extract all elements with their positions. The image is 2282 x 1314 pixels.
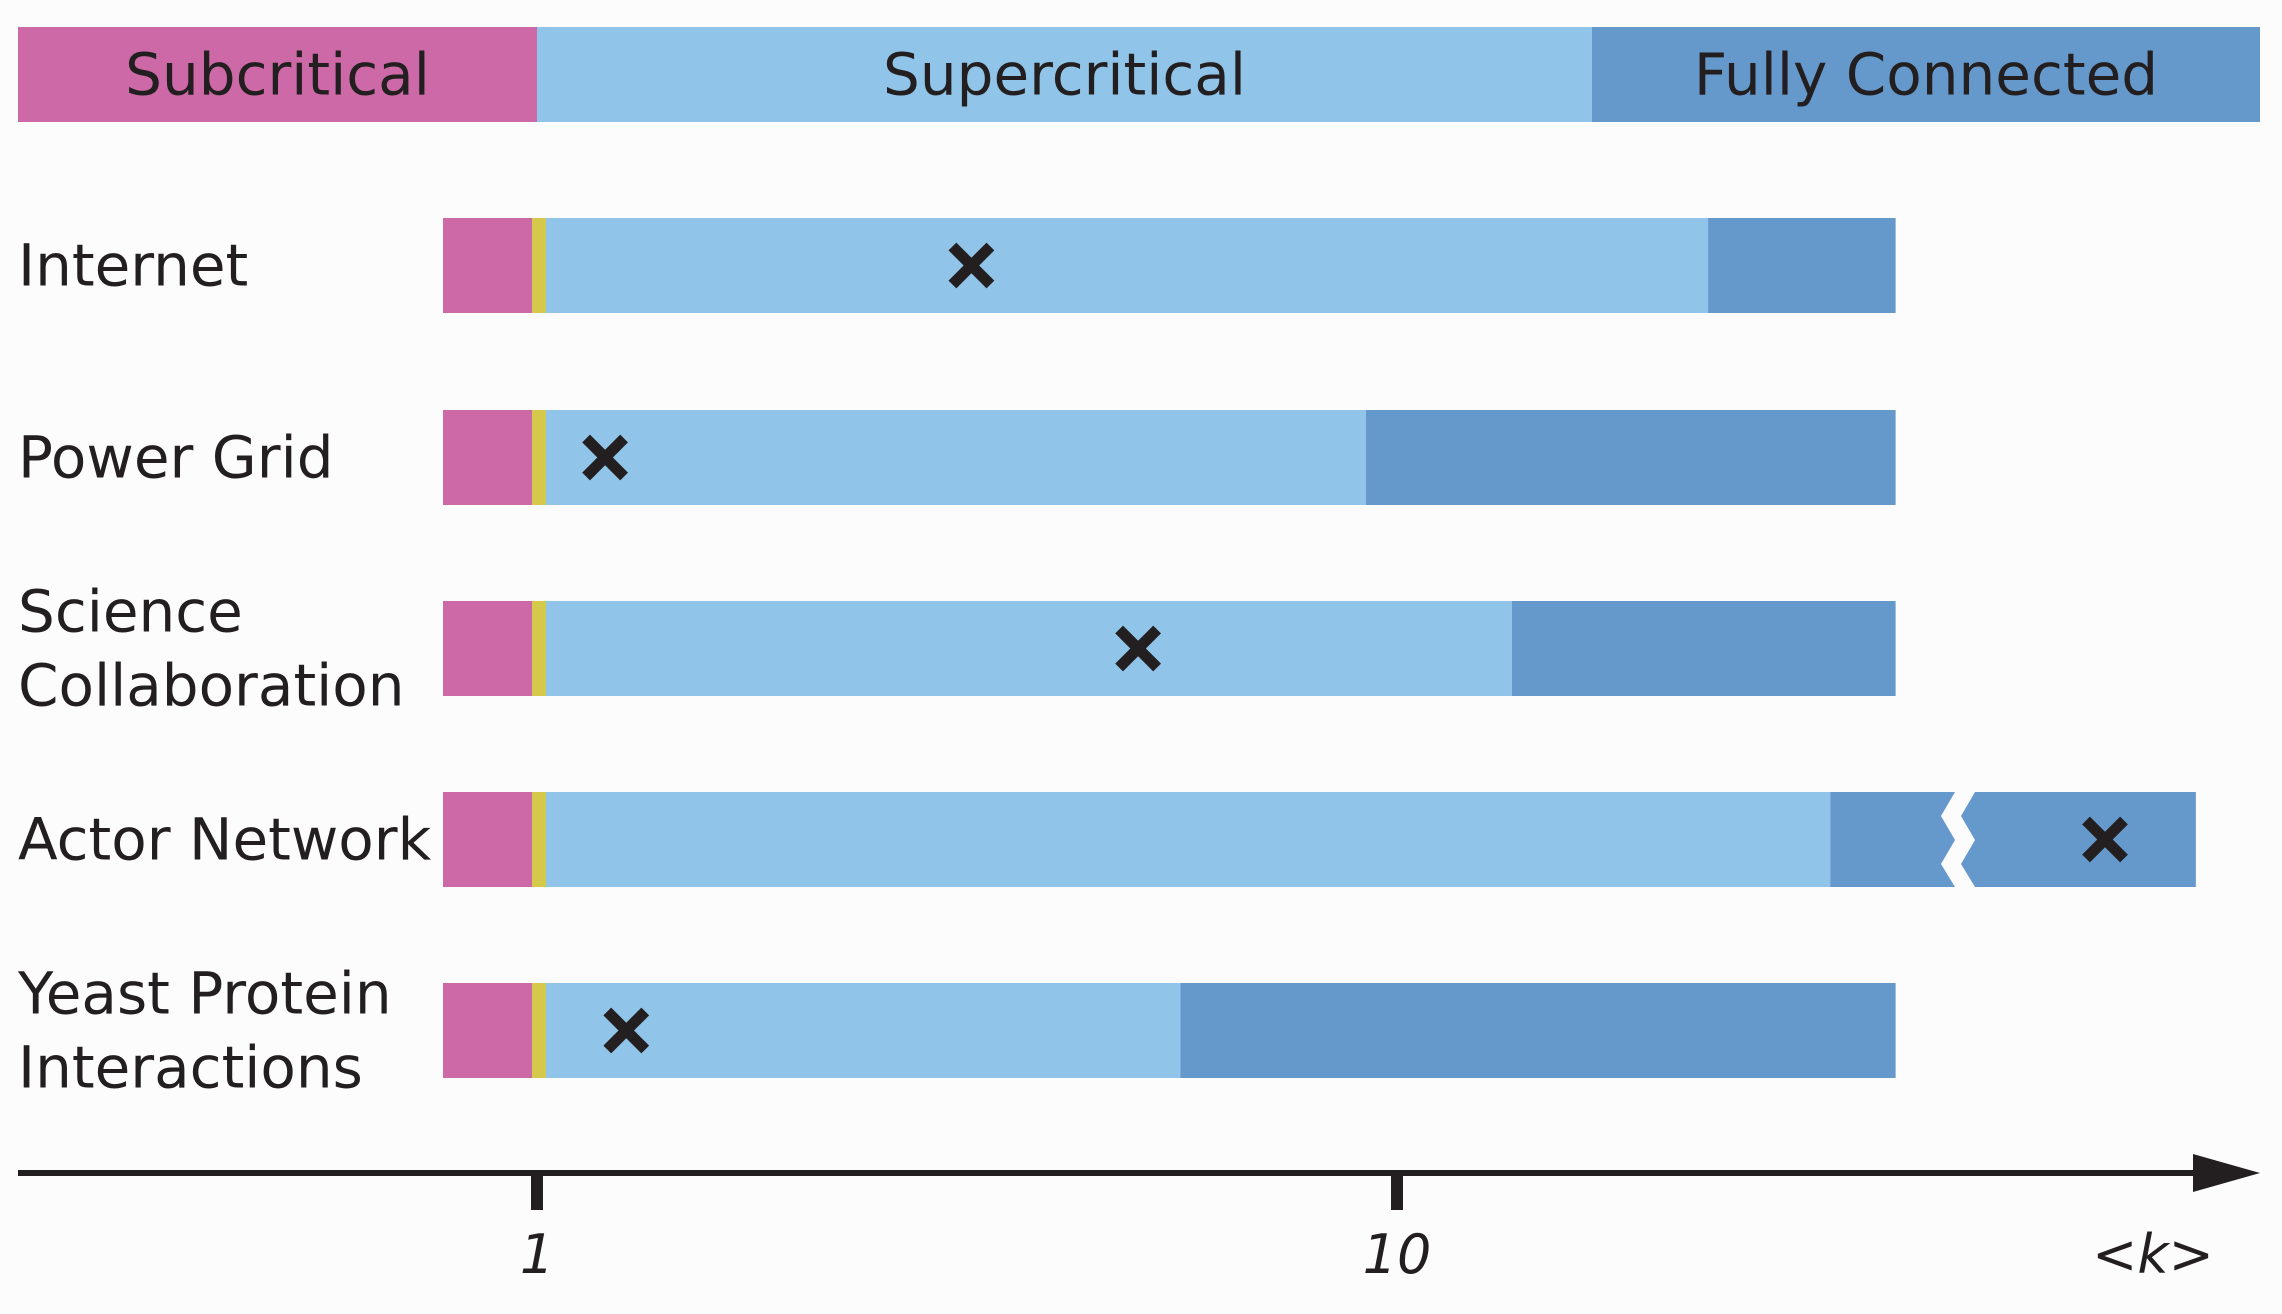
row-label-line: Actor Network [18, 806, 432, 874]
marker-stroke [582, 434, 628, 481]
row-actor-network: Actor Network [18, 792, 2196, 887]
row-internet: Internet [18, 218, 1896, 313]
critical-point-band [532, 410, 546, 505]
subcritical-segment [443, 410, 532, 505]
average-degree-marker [603, 1007, 650, 1054]
average-degree-marker [1115, 625, 1162, 672]
average-degree-marker [582, 434, 628, 481]
regime-subcritical-label: Subcritical [125, 41, 430, 109]
critical-point-band [532, 218, 546, 313]
fully-connected-segment [1708, 218, 1896, 313]
regime-fully-connected-bar [1592, 27, 2260, 122]
supercritical-segment [546, 601, 1512, 696]
subcritical-segment [443, 601, 532, 696]
regime-fully-connected-label: Fully Connected [1694, 41, 2158, 109]
marker-stroke [2082, 816, 2128, 863]
subcritical-segment [443, 983, 532, 1078]
fully-connected-segment [1511, 601, 1896, 696]
fully-connected-segment-continued [1961, 792, 2196, 887]
row-label-line: Internet [18, 232, 248, 300]
marker-stroke [603, 1007, 650, 1054]
x-axis: 1 10 <k> [18, 1154, 2260, 1286]
supercritical-segment [546, 410, 1366, 505]
tick-label: 1 [520, 1223, 554, 1286]
regime-header-band: Subcritical Supercritical Fully Connected [18, 27, 2260, 122]
average-degree-marker [948, 242, 995, 289]
supercritical-segment [546, 983, 1181, 1078]
subcritical-segment [443, 792, 532, 887]
row-label-line: Science [18, 578, 243, 646]
marker-stroke [948, 242, 995, 289]
supercritical-segment [546, 218, 1709, 313]
row-power-grid: Power Grid [18, 410, 1896, 505]
axis-arrowhead [2193, 1154, 2260, 1192]
tick-mark [1391, 1172, 1403, 1210]
fully-connected-segment [1180, 983, 1896, 1078]
axis-title: <k> [2092, 1223, 2214, 1286]
regime-subcritical-bar [18, 27, 537, 122]
regime-supercritical-bar [537, 27, 1592, 122]
fully-connected-segment [1830, 792, 1955, 887]
supercritical-segment [546, 792, 1831, 887]
row-label-line: Collaboration [18, 652, 405, 720]
critical-point-band [532, 983, 546, 1078]
average-degree-marker [2082, 816, 2128, 863]
row-label-line: Yeast Protein [17, 960, 392, 1028]
critical-point-band [532, 792, 546, 887]
row-label-line: Interactions [18, 1034, 363, 1102]
tick-label: 10 [1363, 1223, 1432, 1286]
subcritical-segment [443, 218, 532, 313]
marker-stroke [1115, 625, 1162, 672]
critical-point-band [532, 601, 546, 696]
tick-mark [531, 1172, 543, 1210]
regime-supercritical-label: Supercritical [883, 41, 1246, 109]
fully-connected-segment [1365, 410, 1896, 505]
row-label-line: Power Grid [18, 424, 334, 492]
